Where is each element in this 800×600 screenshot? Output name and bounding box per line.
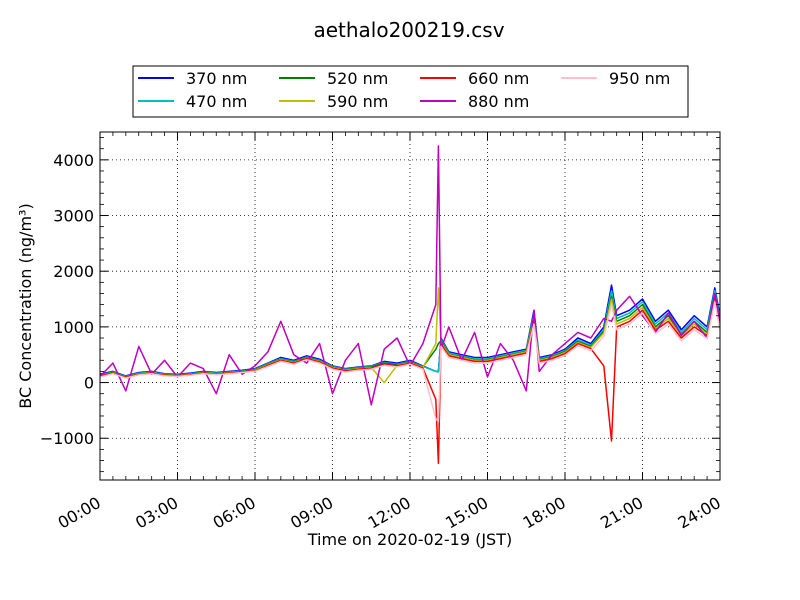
- legend-label: 370 nm: [186, 69, 247, 88]
- series-line-660-nm: [100, 298, 720, 465]
- axis-ticks: 00:00 03:00 06:00 09:00 12:00 15:00 18:00 21:00…: [40, 132, 724, 533]
- x-tick-label: 03:00: [132, 493, 181, 533]
- series-lines: [100, 145, 720, 465]
- y-tick-label: 3000: [53, 207, 94, 226]
- legend-label: 520 nm: [327, 69, 388, 88]
- x-tick-label: 15:00: [442, 493, 491, 533]
- x-tick-label: 00:00: [55, 493, 104, 533]
- x-tick-label: 21:00: [597, 493, 646, 533]
- legend: 370 nm 470 nm 520 nm 590 nm 660 nm 880 nm 950 …: [132, 65, 689, 118]
- y-axis-label: BC Concentration (ng/m³): [16, 203, 35, 408]
- legend-box: [132, 65, 689, 118]
- x-tick-label: 09:00: [287, 493, 336, 533]
- y-tick-label: 1000: [53, 318, 94, 337]
- y-tick-label: 0: [84, 374, 94, 393]
- series-line-950-nm: [100, 301, 720, 423]
- x-tick-label: 06:00: [210, 493, 259, 533]
- chart-title: aethalo200219.csv: [313, 18, 504, 42]
- x-tick-label: 12:00: [365, 493, 414, 533]
- y-tick-label: 4000: [53, 151, 94, 170]
- x-tick-label: 18:00: [520, 493, 569, 533]
- x-tick-label: 24:00: [675, 493, 724, 533]
- series-line-880-nm: [100, 145, 720, 406]
- legend-label: 590 nm: [327, 92, 388, 111]
- legend-label: 880 nm: [468, 92, 529, 111]
- legend-label: 950 nm: [609, 69, 670, 88]
- x-axis-label: Time on 2020-02-19 (JST): [307, 530, 512, 549]
- y-tick-label: 2000: [53, 262, 94, 281]
- grid: [100, 132, 720, 480]
- legend-label: 660 nm: [468, 69, 529, 88]
- legend-label: 470 nm: [186, 92, 247, 111]
- y-tick-label: −1000: [40, 429, 94, 448]
